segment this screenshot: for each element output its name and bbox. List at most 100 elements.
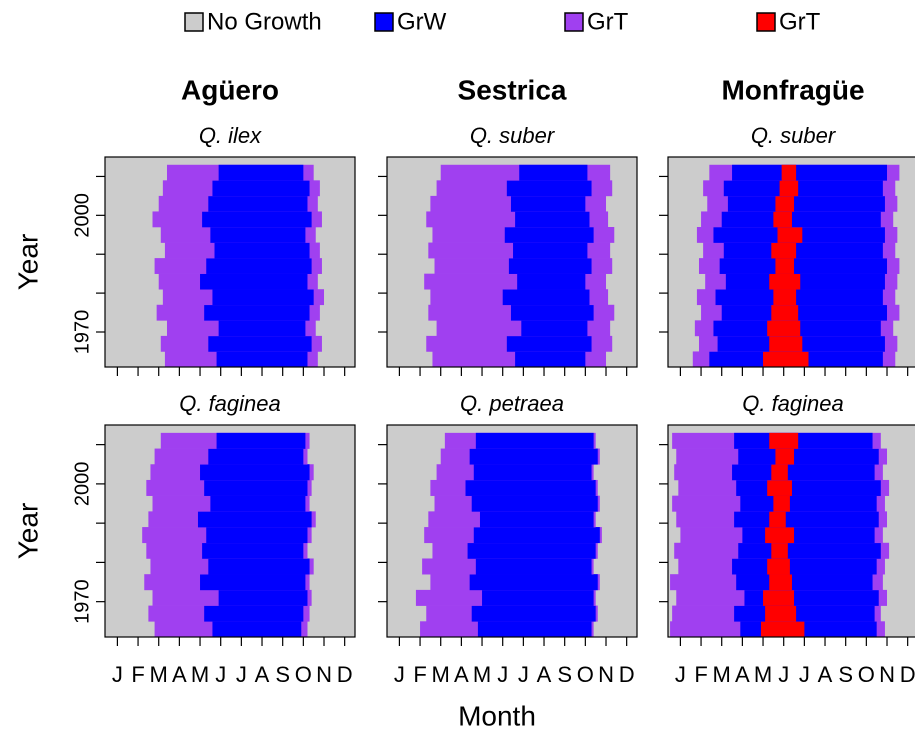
x-tick-label: A (735, 662, 750, 687)
grt-red-segment (769, 511, 786, 528)
x-tick-label: J (778, 662, 789, 687)
grt-red-segment (767, 558, 790, 575)
grw-segment (469, 448, 598, 465)
grw-segment (723, 180, 883, 197)
species-label: Q. suber (751, 123, 837, 148)
legend-label: No Growth (207, 8, 322, 35)
legend-label: GrW (397, 8, 447, 35)
grw-segment (508, 258, 592, 274)
grw-segment (502, 289, 590, 306)
x-tick-label: J (236, 662, 247, 687)
grt-red-segment (765, 605, 797, 622)
grw-segment (510, 195, 586, 212)
grt-red-segment (769, 432, 799, 449)
grw-segment (734, 432, 873, 449)
grt-red-segment (769, 273, 801, 290)
grw-segment (506, 180, 592, 197)
x-tick-label: F (413, 662, 426, 687)
grt-red-segment (767, 479, 792, 496)
species-label: Q. faginea (742, 391, 844, 416)
grw-segment (513, 242, 588, 259)
x-tick-label: J (394, 662, 405, 687)
grw-segment (725, 273, 885, 290)
legend-swatch (564, 12, 584, 32)
x-tick-label: J (215, 662, 226, 687)
grt-red-segment (779, 180, 799, 197)
panel-frame (667, 424, 915, 638)
column-title: Sestrica (458, 74, 567, 105)
grw-segment (510, 304, 594, 321)
grw-segment (506, 335, 592, 352)
y-tick-label: 2000 (71, 462, 93, 507)
grw-segment (471, 495, 598, 512)
grw-segment (479, 511, 594, 528)
grw-segment (482, 589, 594, 606)
grw-segment (208, 448, 304, 465)
grw-segment (727, 195, 885, 212)
grt-red-segment (765, 527, 795, 544)
grw-segment (738, 542, 881, 559)
grw-segment (212, 289, 314, 306)
grw-segment (517, 273, 586, 290)
grw-segment (723, 242, 883, 259)
panel-frame (104, 156, 356, 368)
grw-segment (202, 211, 312, 228)
x-tick-label: N (598, 662, 614, 687)
panel-frame (667, 156, 915, 368)
y-tick-label: 1970 (71, 310, 93, 355)
legend-label: GrT (779, 8, 821, 35)
x-tick-label: O (295, 662, 312, 687)
y-axis-label: Year (12, 234, 43, 291)
grw-segment (477, 621, 592, 638)
grw-segment (216, 432, 306, 449)
grw-segment (504, 227, 594, 243)
grw-segment (212, 621, 302, 638)
grw-segment (515, 351, 586, 368)
grt-red-segment (760, 621, 805, 638)
x-tick-label: N (316, 662, 332, 687)
y-axis-label: Year (12, 503, 43, 560)
panel-frame (386, 156, 638, 368)
x-tick-label: A (255, 662, 270, 687)
legend-label: GrT (587, 8, 629, 35)
x-tick-label: M (191, 662, 209, 687)
grt-red-segment (771, 242, 797, 259)
x-tick-label: S (838, 662, 853, 687)
grw-segment (475, 432, 594, 449)
grw-segment (204, 304, 310, 321)
grw-segment (202, 542, 304, 559)
x-tick-label: O (577, 662, 594, 687)
x-tick-label: M (473, 662, 491, 687)
grt-red-segment (773, 211, 792, 228)
x-tick-label: S (275, 662, 290, 687)
grw-segment (471, 605, 596, 622)
x-tick-label: F (131, 662, 144, 687)
x-tick-label: J (497, 662, 508, 687)
grw-segment (218, 164, 304, 181)
grw-segment (200, 464, 310, 481)
grw-segment (467, 542, 596, 559)
x-tick-label: D (337, 662, 353, 687)
grw-segment (719, 258, 888, 274)
x-tick-label: N (879, 662, 895, 687)
column-title: Agüero (181, 74, 279, 105)
grw-segment (200, 273, 308, 290)
grw-segment (473, 527, 600, 544)
grt-red-segment (781, 164, 797, 181)
legend-swatch (374, 12, 394, 32)
grw-segment (736, 479, 881, 496)
grt-red-segment (773, 495, 790, 512)
grw-segment (475, 558, 592, 575)
legend-swatch (184, 12, 204, 32)
legend-swatch (756, 12, 776, 32)
grw-segment (197, 511, 312, 528)
grt-red-segment (763, 589, 795, 606)
grw-segment (204, 479, 308, 496)
grw-segment (469, 574, 598, 591)
grw-segment (206, 527, 308, 544)
species-label: Q. ilex (199, 123, 262, 148)
grw-segment (734, 511, 879, 528)
x-tick-label: S (557, 662, 572, 687)
grw-segment (515, 211, 590, 228)
grt-red-segment (771, 464, 788, 481)
